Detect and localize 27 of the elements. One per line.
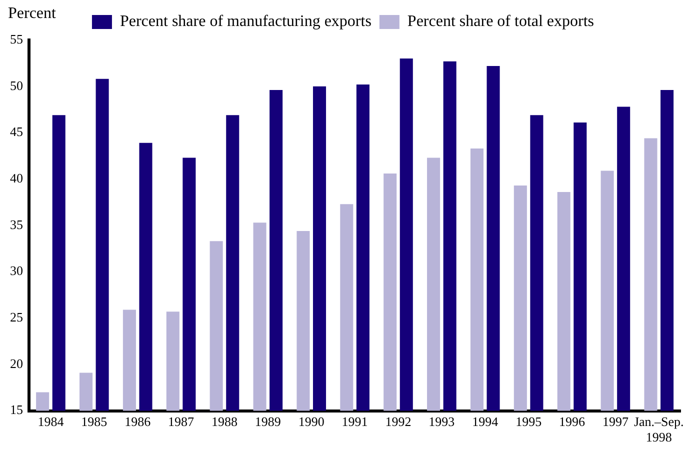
- x-tick-label: 1995: [516, 414, 542, 430]
- x-tick-label: Jan.–Sep. 1998: [634, 414, 684, 445]
- y-tick-label: 15: [10, 402, 23, 418]
- x-tick-label: 1990: [298, 414, 324, 430]
- x-tick-label: 1993: [428, 414, 455, 430]
- x-tick-label: 1985: [81, 414, 108, 430]
- y-tick-label: 20: [10, 356, 23, 371]
- y-tick-label: 35: [10, 216, 23, 232]
- x-tick-label: 1992: [385, 414, 412, 430]
- y-tick-label: 30: [10, 263, 23, 278]
- x-tick-label: 1984: [38, 414, 64, 430]
- y-axis-title: Percent: [8, 5, 57, 22]
- x-tick-label: 1989: [254, 414, 281, 430]
- x-tick-label: 1996: [559, 414, 586, 430]
- y-tick-label: 25: [10, 310, 23, 325]
- y-tick-label: 50: [10, 78, 23, 93]
- x-tick-label: 1994: [472, 414, 499, 430]
- y-tick-label: 40: [10, 170, 23, 186]
- x-tick-label: 1987: [168, 414, 195, 430]
- x-tick-label: 1991: [342, 414, 368, 430]
- x-tick-label: 1986: [124, 414, 152, 430]
- y-tick-label: 55: [10, 31, 23, 46]
- x-tick-label: 1988: [211, 414, 238, 430]
- x-tick-label: 1997: [602, 414, 629, 430]
- legend-label: Percent share of manufacturing exports: [120, 13, 372, 30]
- y-tick-label: 45: [10, 124, 23, 140]
- legend-label: Percent share of total exports: [407, 13, 594, 30]
